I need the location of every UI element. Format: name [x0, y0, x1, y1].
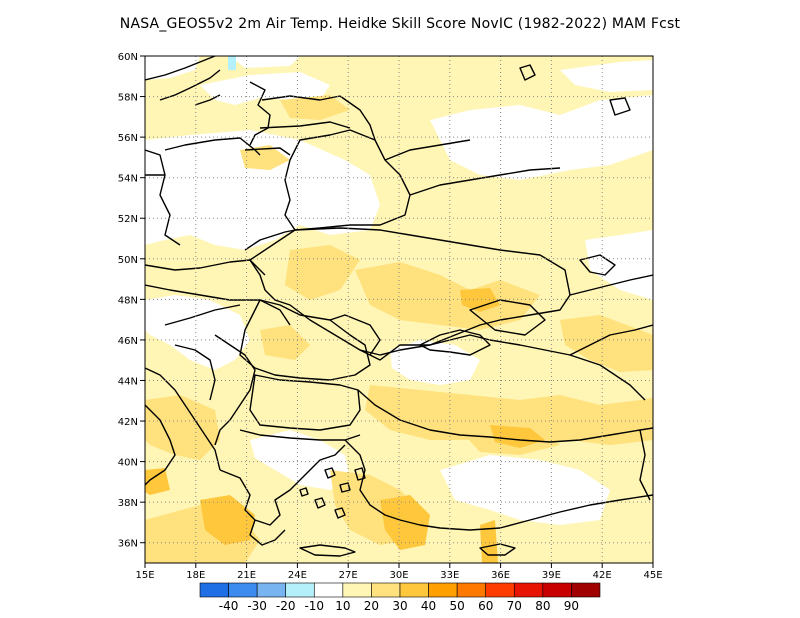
colorbar-label: -20: [276, 599, 296, 613]
colorbar-swatch: [228, 582, 258, 598]
colorbar-swatch: [571, 582, 601, 598]
colorbar-label: 80: [535, 599, 550, 613]
colorbar-swatch: [542, 582, 572, 598]
lat-tick-label: 40N: [118, 458, 138, 469]
lon-tick-label: 30E: [389, 570, 408, 581]
colorbar-swatch: [485, 582, 515, 598]
colorbar-swatch: [256, 582, 287, 598]
colorbar-label: 20: [364, 599, 379, 613]
colorbar-label: -40: [219, 599, 239, 613]
lon-tick-label: 21E: [237, 570, 256, 581]
lon-tick-label: 33E: [440, 570, 459, 581]
colorbar-boxes: [199, 582, 601, 598]
colorbar-label: 90: [564, 599, 579, 613]
lat-tick-label: 36N: [118, 539, 138, 550]
colorbar-label: 30: [392, 599, 407, 613]
colorbar-label: 50: [450, 599, 465, 613]
colorbar-swatch: [199, 582, 229, 598]
colorbar-swatch: [313, 582, 344, 598]
lon-tick-label: 27E: [339, 570, 358, 581]
colorbar-label: 40: [421, 599, 436, 613]
colorbar-swatch: [456, 582, 487, 598]
lat-tick-label: 44N: [118, 376, 138, 387]
colorbar-label: -30: [247, 599, 267, 613]
lat-tick-label: 52N: [118, 214, 138, 225]
colorbar-label: -10: [304, 599, 324, 613]
colorbar-swatch: [285, 582, 315, 598]
lat-tick-label: 38N: [118, 498, 138, 509]
lat-lon-grid: [145, 56, 653, 563]
lat-tick-label: 50N: [118, 255, 138, 266]
colorbar-swatch: [399, 582, 429, 598]
lon-tick-label: 18E: [186, 570, 205, 581]
colorbar-swatch: [428, 582, 458, 598]
colorbar-label: 60: [478, 599, 493, 613]
lon-tick-label: 45E: [643, 570, 662, 581]
colorbar-labels: -40 -30 -20 -10 10 20 30 40 50 60 70 80 90: [219, 599, 579, 613]
lon-tick-label: 15E: [135, 570, 154, 581]
lat-tick-label: 48N: [118, 295, 138, 306]
colorbar-label: 70: [507, 599, 522, 613]
lon-tick-label: 42E: [593, 570, 612, 581]
lat-tick-label: 46N: [118, 336, 138, 347]
map-title: NASA_GEOS5v2 2m Air Temp. Heidke Skill S…: [119, 16, 681, 32]
colorbar-swatch: [371, 582, 401, 598]
colorbar-label: 10: [335, 599, 350, 613]
lat-tick-label: 58N: [118, 93, 138, 104]
skill-30-40-regions: [145, 288, 545, 563]
skill-negative-spot: [228, 56, 236, 70]
low-skill-regions: [145, 56, 653, 525]
lat-tick-label: 42N: [118, 417, 138, 428]
lat-tick-label: 54N: [118, 174, 138, 185]
lat-tick-label: 56N: [118, 133, 138, 144]
longitude-axis: 15E 18E 21E 24E 27E 30E 33E 36E 39E 42E 45E: [135, 563, 663, 581]
lon-tick-label: 39E: [542, 570, 561, 581]
colorbar-swatch: [513, 582, 544, 598]
lon-tick-label: 36E: [491, 570, 510, 581]
colorbar-swatch: [342, 582, 372, 598]
lon-tick-label: 24E: [288, 570, 307, 581]
lat-tick-label: 60N: [118, 52, 138, 63]
latitude-axis: 36N 38N 40N 42N 44N 46N 48N 50N 52N 54N 56N 58N 60N: [118, 52, 145, 550]
